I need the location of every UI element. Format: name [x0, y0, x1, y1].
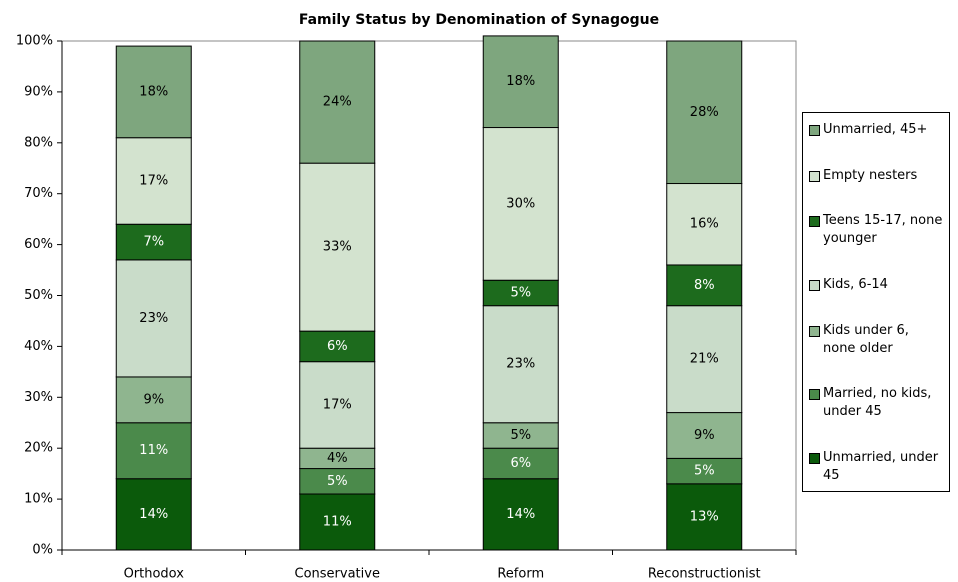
legend-label: Married, no kids, under 45 — [823, 386, 932, 420]
legend-item: Unmarried, under 45 — [809, 449, 945, 485]
data-label: 5% — [510, 428, 531, 443]
data-label: 6% — [510, 456, 531, 471]
bar-segment — [115, 223, 192, 261]
data-label: 11% — [323, 515, 352, 530]
bar-segment — [666, 457, 743, 485]
bar-segment — [482, 35, 559, 129]
y-tick-label: 100% — [16, 34, 53, 49]
data-label: 18% — [506, 74, 535, 89]
bar-segment — [115, 376, 192, 424]
data-label: 9% — [143, 392, 164, 407]
x-tick-label: Conservative — [295, 567, 380, 582]
bar-segment — [482, 422, 559, 449]
legend-label: Kids, 6-14 — [823, 276, 888, 292]
legend-label: Teens 15-17, none younger — [823, 213, 943, 247]
bar-segment — [482, 127, 559, 281]
data-label: 21% — [690, 352, 719, 367]
legend-swatch — [809, 389, 820, 401]
bar-segment — [299, 162, 376, 332]
y-tick-label: 70% — [24, 186, 53, 201]
data-label: 4% — [327, 451, 348, 466]
x-tick-label: Reform — [497, 567, 544, 582]
legend-label: Kids under 6, none older — [823, 322, 909, 356]
bar-segment — [115, 422, 192, 480]
bar-segment — [666, 183, 743, 266]
data-label: 7% — [143, 235, 164, 250]
data-label: 11% — [139, 443, 168, 458]
bar-segment — [115, 137, 192, 225]
chart-title: Family Status by Denomination of Synagog… — [299, 12, 659, 28]
bar-segment — [299, 330, 376, 363]
legend-swatch — [809, 125, 820, 136]
data-label: 28% — [690, 105, 719, 120]
data-label: 16% — [690, 217, 719, 232]
legend-item: Married, no kids, under 45 — [809, 385, 945, 421]
legend-swatch — [809, 279, 820, 291]
bar-segment — [299, 40, 376, 164]
y-tick-label: 40% — [24, 339, 53, 354]
legend-label: Unmarried, under 45 — [823, 449, 939, 483]
bar-segment — [666, 483, 743, 551]
data-label: 23% — [506, 357, 535, 372]
data-label: 9% — [694, 428, 715, 443]
legend-label: Empty nesters — [823, 167, 918, 183]
legend-item: Empty nesters — [809, 167, 945, 185]
legend: Unmarried, 45+ Empty nesters Teens 15-17, … — [802, 112, 950, 492]
y-tick-label: 60% — [24, 237, 53, 252]
legend-swatch — [809, 452, 820, 464]
bar-segment — [666, 264, 743, 307]
y-tick-label: 10% — [24, 492, 53, 507]
data-label: 30% — [506, 196, 535, 211]
x-tick-label: Orthodox — [124, 567, 185, 582]
data-label: 17% — [139, 173, 168, 188]
legend-item: Teens 15-17, none younger — [809, 212, 945, 248]
bar-segment — [482, 279, 559, 307]
data-label: 18% — [139, 84, 168, 99]
data-label: 6% — [327, 339, 348, 354]
bar-segment — [482, 305, 559, 424]
y-tick-label: 20% — [24, 441, 53, 456]
y-tick-label: 30% — [24, 390, 53, 405]
bar-segment — [299, 468, 376, 495]
x-tick-label: Reconstructionist — [648, 567, 761, 582]
legend-swatch — [809, 216, 820, 228]
bar-segment — [299, 493, 376, 551]
y-tick-label: 50% — [24, 288, 53, 303]
legend-item: Unmarried, 45+ — [809, 121, 945, 139]
y-tick-label: 90% — [24, 84, 53, 99]
data-label: 13% — [690, 509, 719, 524]
bar-segment — [115, 45, 192, 139]
bar-segment — [115, 259, 192, 378]
data-label: 24% — [323, 95, 352, 110]
data-label: 33% — [323, 240, 352, 255]
legend-item: Kids under 6, none older — [809, 322, 945, 358]
legend-label: Unmarried, 45+ — [823, 122, 928, 137]
bar-segment — [666, 40, 743, 185]
legend-swatch — [809, 170, 820, 182]
data-label: 8% — [694, 278, 715, 293]
data-label: 5% — [510, 285, 531, 300]
data-label: 5% — [327, 474, 348, 489]
bar-segment — [666, 305, 743, 414]
data-label: 5% — [694, 464, 715, 479]
y-tick-label: 80% — [24, 135, 53, 150]
data-label: 23% — [139, 311, 168, 326]
data-label: 14% — [506, 507, 535, 522]
y-tick-label: 0% — [32, 543, 53, 558]
bar-segment — [299, 361, 376, 449]
legend-item: Kids, 6-14 — [809, 276, 945, 294]
bar-segment — [482, 478, 559, 551]
bar-segment — [482, 447, 559, 480]
data-label: 17% — [323, 397, 352, 412]
data-label: 14% — [139, 507, 168, 522]
legend-swatch — [809, 325, 820, 337]
